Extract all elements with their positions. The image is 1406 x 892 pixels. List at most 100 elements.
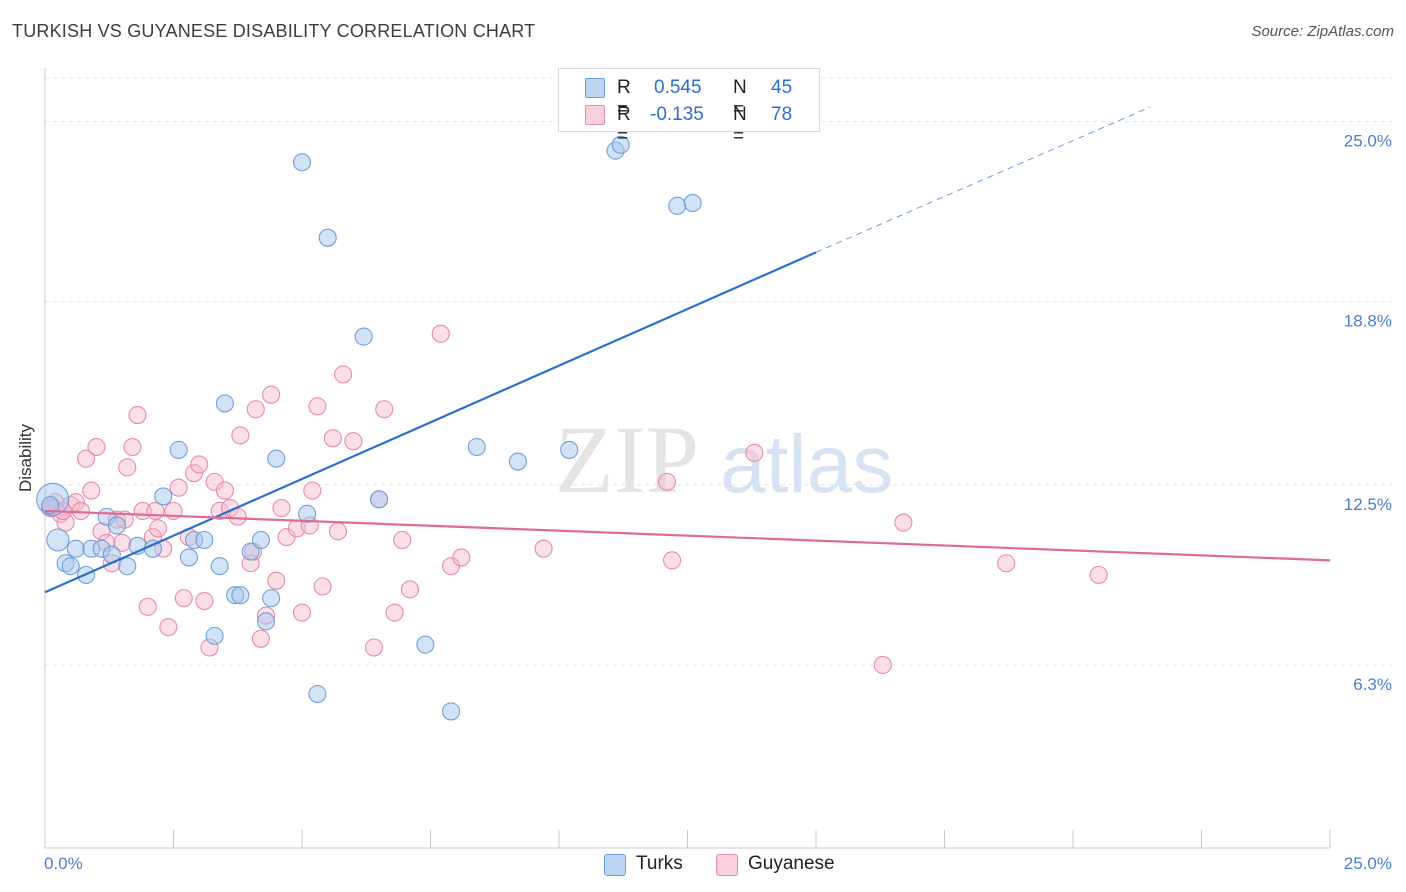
turks-point — [416, 635, 435, 654]
turks-point — [169, 440, 188, 459]
guyanese-point — [195, 591, 214, 611]
guyanese-point — [364, 638, 384, 657]
turks-swatch — [585, 78, 605, 98]
chart-title: TURKISH VS GUYANESE DISABILITY CORRELATI… — [12, 21, 536, 41]
guyanese-point — [262, 385, 281, 404]
turks-point — [668, 196, 687, 215]
guyanese-point — [745, 443, 764, 462]
trend-lines — [44, 106, 1331, 594]
turks-r-label: R = — [617, 77, 631, 120]
x-tick-label: 0.0% — [44, 854, 83, 873]
y-axis-label: Disability — [16, 423, 35, 493]
turks-point — [107, 516, 127, 535]
turks-point — [292, 153, 312, 172]
axes — [44, 68, 1331, 849]
turks-point — [467, 437, 486, 457]
guyanese-point — [174, 589, 193, 608]
guyanese-point — [138, 597, 157, 616]
turks-trend-extension — [815, 106, 1151, 253]
turks-point — [241, 542, 260, 561]
bottom-turks-swatch — [604, 854, 626, 876]
y-tick-label: 12.5% — [1344, 495, 1392, 514]
guyanese-point — [997, 554, 1016, 573]
grid-lines — [45, 77, 1392, 666]
bottom-turks-label: Turks — [636, 853, 683, 874]
turks-point — [179, 548, 198, 567]
guyanese-point — [246, 400, 265, 419]
guyanese-point — [393, 530, 412, 550]
turks-point — [262, 589, 281, 608]
guyanese-swatch — [585, 105, 605, 125]
turks-point — [195, 530, 214, 550]
guyanese-point — [159, 618, 178, 637]
y-tick-label: 25.0% — [1344, 132, 1392, 151]
guyanese-point — [400, 580, 419, 599]
turks-point — [41, 496, 60, 515]
x-tick-label: 25.0% — [1344, 854, 1392, 873]
guyanese-point — [190, 455, 209, 474]
guyanese-point — [56, 513, 75, 532]
guyanese-point — [375, 400, 394, 419]
guyanese-point — [308, 397, 327, 416]
guyanese-point — [657, 472, 676, 491]
guyanese-trend-line — [44, 509, 1331, 562]
guyanese-point — [894, 513, 913, 532]
turks-point — [308, 684, 327, 704]
guyanese-point — [87, 437, 106, 457]
turks-point — [61, 557, 80, 576]
guyanese-point — [82, 481, 101, 500]
guyanese-n-value: 78 — [771, 104, 793, 125]
guyanese-point — [215, 481, 234, 500]
guyanese-point — [128, 406, 147, 425]
turks-point — [210, 557, 229, 576]
turks-point — [66, 539, 85, 558]
guyanese-r-label: R = — [617, 104, 631, 147]
tick-labels: 6.3% 12.5% 18.8% 25.0% 0.0% 25.0% — [44, 132, 1392, 873]
turks-point — [251, 530, 270, 550]
turks-trend-line — [44, 251, 817, 594]
guyanese-point — [185, 464, 204, 483]
y-tick-label: 18.8% — [1344, 312, 1392, 331]
guyanese-point — [251, 629, 270, 648]
turks-point — [205, 626, 224, 645]
guyanese-point — [149, 519, 168, 538]
guyanese-point — [663, 551, 682, 570]
bottom-guyanese-label: Guyanese — [748, 853, 835, 874]
turks-point — [256, 612, 276, 631]
y-tick-label: 6.3% — [1353, 675, 1392, 694]
watermark-atlas: atlas — [720, 419, 893, 510]
turks-r-value: 0.545 — [654, 77, 702, 98]
guyanese-point — [385, 603, 404, 622]
correlation-legend: R = 0.545 N = 45 R = -0.135 N = 78 — [558, 68, 820, 147]
guyanese-point — [267, 571, 286, 590]
turks-point — [46, 528, 70, 552]
turks-point — [508, 452, 527, 471]
guyanese-point — [169, 478, 188, 497]
turks-point — [215, 394, 234, 413]
guyanese-point — [344, 432, 363, 451]
guyanese-point — [534, 539, 553, 558]
turks-point — [442, 702, 461, 721]
guyanese-point — [123, 437, 142, 457]
watermark-zip: ZIP — [555, 406, 699, 513]
guyanese-point — [328, 522, 348, 541]
guyanese-point — [873, 655, 892, 674]
turks-n-value: 45 — [771, 77, 793, 98]
turks-point — [154, 487, 173, 506]
guyanese-point — [431, 324, 450, 343]
guyanese-r-value: -0.135 — [650, 104, 704, 125]
turks-point — [318, 228, 337, 247]
turks-point — [560, 440, 579, 459]
guyanese-point — [118, 458, 137, 477]
turks-n-label: N = — [733, 77, 747, 120]
guyanese-point — [231, 426, 250, 445]
guyanese-point — [313, 577, 332, 596]
guyanese-point — [1089, 565, 1108, 584]
turks-point — [611, 135, 630, 154]
guyanese-point — [323, 429, 342, 448]
turks-point — [267, 449, 286, 468]
guyanese-point — [334, 365, 353, 384]
bottom-guyanese-swatch — [716, 854, 738, 876]
guyanese-point — [77, 449, 96, 468]
